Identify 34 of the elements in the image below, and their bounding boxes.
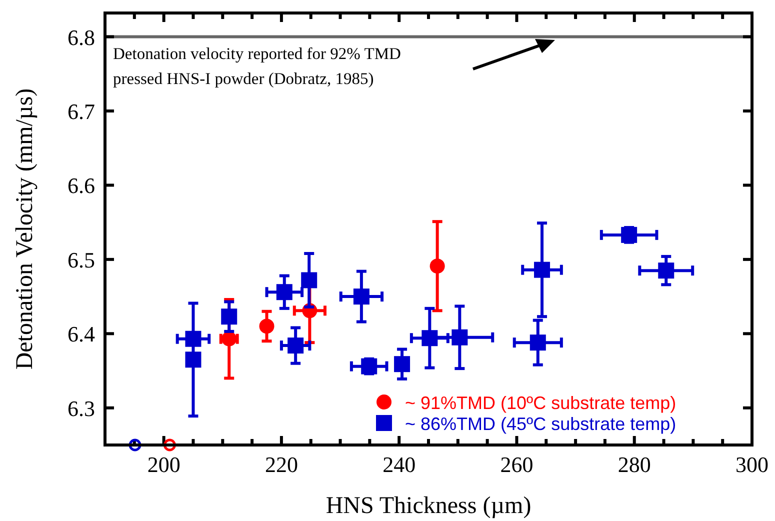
y-tick-label: 6.5 [68, 247, 95, 272]
y-tick-label: 6.8 [68, 24, 95, 50]
point [361, 358, 378, 374]
point [288, 338, 304, 354]
x-tick-label: 200 [147, 452, 180, 477]
x-tick-label: 240 [382, 452, 416, 477]
annotation: Detonation velocity reported for 92% TMD pressed HNS-I powder (Dobratz, 1985) [113, 44, 401, 88]
point [534, 262, 550, 278]
point [430, 258, 445, 274]
point [185, 352, 202, 368]
legend-label: ~ 91%TMD (10ºC substrate temp) [405, 393, 676, 413]
x-axis-title: HNS Thickness (µm) [326, 493, 532, 519]
point [301, 272, 318, 288]
y-tick-label: 6.4 [68, 322, 95, 347]
x-tick-label: 300 [736, 452, 768, 477]
point [259, 318, 274, 334]
x-tick-label: 280 [618, 452, 651, 477]
y-axis-title: Detonation Velocity (mm/µs) [12, 88, 38, 370]
x-tick-label: 260 [500, 452, 534, 477]
y-tick-label: 6.7 [68, 98, 95, 124]
point [452, 329, 468, 346]
point [276, 284, 292, 300]
point [394, 356, 410, 372]
legend-label: ~ 86%TMD (45ºC substrate temp) [405, 414, 676, 434]
point [530, 334, 546, 351]
x-tick-label: 220 [264, 452, 298, 477]
point [221, 308, 238, 325]
y-tick-label: 6.6 [68, 173, 95, 198]
point [128, 438, 142, 452]
y-tick-label: 6.3 [68, 396, 95, 421]
point [658, 262, 674, 279]
point [353, 288, 370, 305]
point [163, 438, 176, 452]
point [621, 226, 638, 243]
